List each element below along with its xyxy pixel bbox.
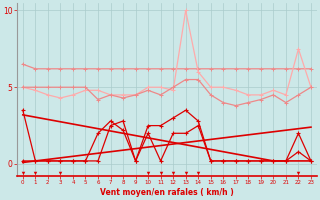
X-axis label: Vent moyen/en rafales ( km/h ): Vent moyen/en rafales ( km/h )	[100, 188, 234, 197]
